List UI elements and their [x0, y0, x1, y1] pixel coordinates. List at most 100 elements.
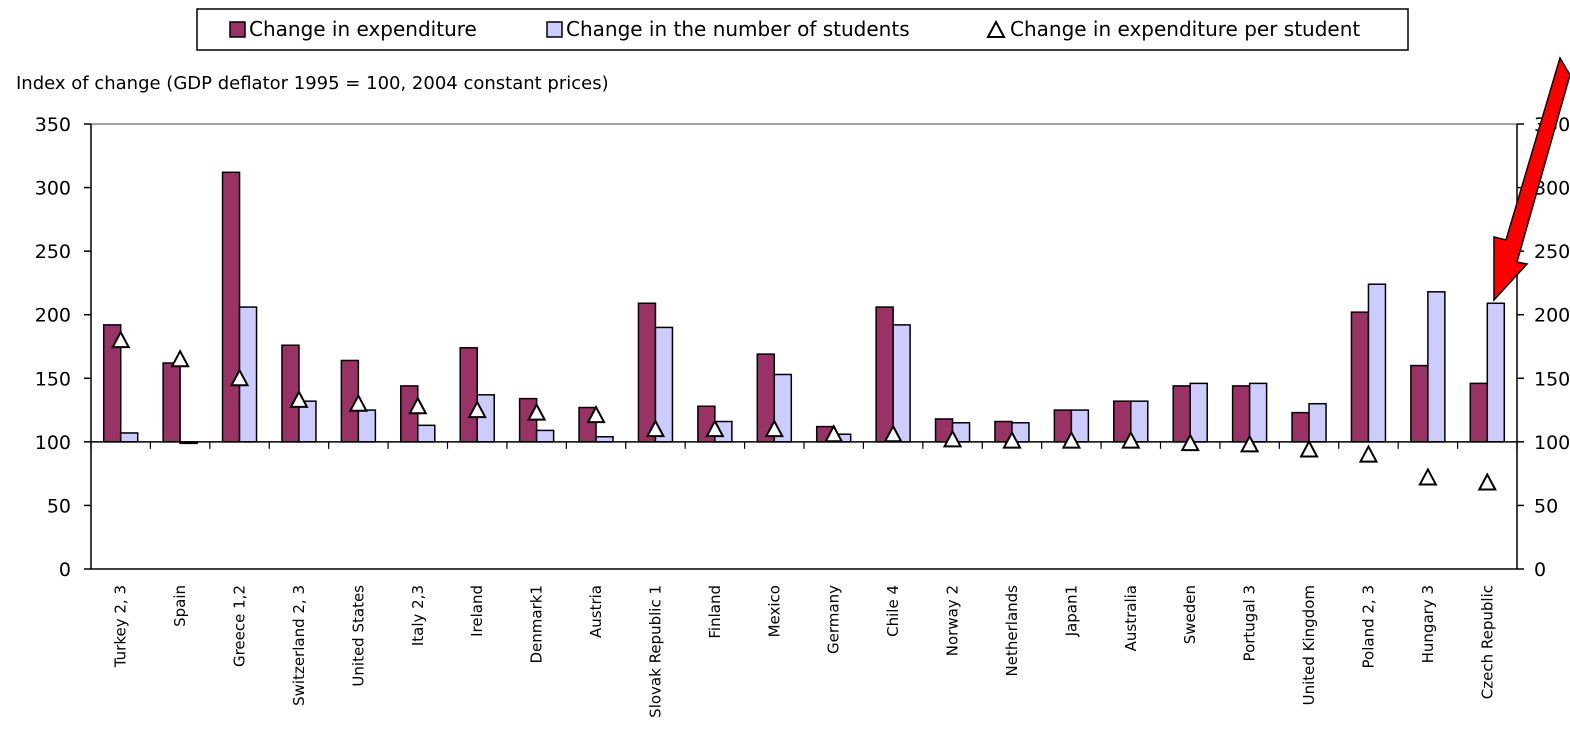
bar-students — [417, 424, 436, 443]
category-label: Chile 4 — [884, 585, 902, 637]
marker-per-student — [111, 330, 131, 349]
bar-students — [1189, 382, 1208, 443]
bar-students — [1367, 283, 1387, 443]
category-label: Ireland — [468, 585, 486, 637]
category-label: Slovak Republic 1 — [646, 585, 664, 718]
y-tick-label-right: 0 — [1534, 559, 1546, 581]
category-label: Czech Republic — [1478, 585, 1496, 699]
bar-expenditure — [1469, 382, 1489, 443]
bar-expenditure — [1231, 385, 1251, 443]
bar-expenditure — [637, 302, 657, 443]
markers — [111, 330, 1497, 491]
y-tick-label-left: 0 — [59, 559, 71, 581]
marker-per-student — [170, 349, 190, 368]
legend-swatch-students — [546, 21, 563, 38]
bar-students — [476, 394, 495, 443]
y-tick-label-right: 300 — [1534, 178, 1570, 200]
bar-expenditure — [1172, 385, 1191, 443]
category-label: Spain — [171, 585, 189, 627]
category-label: United Kingdom — [1300, 585, 1318, 705]
legend: Change in expenditure Change in the numb… — [196, 8, 1409, 51]
marker-per-student — [1239, 434, 1260, 453]
plot-frame — [90, 123, 1518, 570]
bar-expenditure — [221, 171, 241, 443]
legend-label-students: Change in the number of students — [566, 17, 910, 41]
category-label: United States — [349, 585, 367, 687]
y-tick-label-left: 50 — [47, 495, 71, 517]
bar-expenditure — [459, 347, 478, 443]
category-label: Germany — [825, 585, 843, 654]
category-label: Greece 1,2 — [231, 585, 249, 667]
legend-triangle-icon — [986, 19, 1006, 38]
marker-per-student — [942, 429, 963, 448]
marker-per-student — [348, 393, 369, 412]
red-arrow-icon — [1493, 56, 1570, 302]
y-tick-label-left: 350 — [35, 114, 71, 136]
category-label: Australia — [1122, 585, 1140, 651]
marker-per-student — [408, 396, 428, 415]
y-tick-label-left: 250 — [35, 241, 71, 263]
bar-expenditure — [1410, 364, 1429, 443]
marker-per-student — [1358, 444, 1379, 463]
y-tick-label-right: 50 — [1534, 495, 1558, 517]
category-label: Poland 2, 3 — [1359, 585, 1377, 668]
y-axis-ticks: 0050501001001501502002002502503003003503… — [35, 114, 1570, 581]
marker-per-student — [1299, 439, 1319, 458]
category-label: Italy 2,3 — [409, 585, 427, 646]
marker-per-student — [586, 405, 606, 424]
bar-students — [595, 436, 614, 443]
marker-per-student — [764, 419, 784, 438]
y-tick-label-left: 100 — [35, 432, 71, 454]
category-label: Japan1 — [1062, 585, 1080, 637]
marker-per-student — [883, 424, 903, 443]
category-label: Mexico — [765, 585, 783, 637]
marker-per-student — [526, 402, 547, 421]
y-tick-label-left: 300 — [35, 178, 71, 200]
marker-per-student — [705, 419, 725, 438]
legend-label-expenditure: Change in expenditure — [249, 17, 477, 41]
y-axis-title: Index of change (GDP deflator 1995 = 100… — [16, 73, 609, 94]
marker-per-student — [824, 424, 844, 443]
y-tick-label-right: 250 — [1534, 241, 1570, 263]
category-label: Austria — [587, 585, 605, 638]
marker-per-student — [467, 399, 487, 419]
y-tick-label-left: 150 — [35, 368, 71, 390]
category-label: Hungary 3 — [1419, 585, 1437, 663]
y-tick-label-right: 100 — [1534, 432, 1570, 454]
baseline — [90, 441, 1518, 449]
category-label: Sweden — [1181, 585, 1199, 644]
marker-per-student — [1477, 472, 1497, 491]
marker-per-student — [1002, 430, 1022, 449]
bar-expenditure — [162, 362, 181, 443]
category-label: Netherlands — [1003, 585, 1021, 677]
category-label: Finland — [706, 585, 724, 639]
bar-expenditure — [1291, 411, 1310, 443]
bar-expenditure — [875, 306, 894, 443]
marker-per-student — [229, 368, 250, 387]
y-tick-label-left: 200 — [35, 305, 71, 327]
bar-students — [892, 324, 911, 443]
bar-students — [1427, 291, 1446, 443]
bar-students — [357, 409, 377, 443]
legend-box — [196, 8, 1409, 51]
bar-students — [1308, 402, 1327, 443]
category-label: Switzerland 2, 3 — [290, 585, 308, 706]
category-label: Portugal 3 — [1241, 585, 1259, 661]
bar-students — [535, 429, 555, 443]
y-tick-label-right: 200 — [1534, 305, 1570, 327]
category-label: Denmark1 — [528, 585, 546, 664]
marker-per-student — [289, 389, 309, 408]
legend-swatch-expenditure — [229, 21, 246, 38]
bar-expenditure — [281, 344, 300, 443]
marker-per-student — [645, 419, 666, 438]
legend-label-per-student: Change in expenditure per student — [1010, 17, 1360, 41]
category-labels: Turkey 2, 3 Spain Greece 1,2 Switzerland 2,… — [112, 585, 1497, 718]
y-tick-label-right: 150 — [1534, 368, 1570, 390]
bar-students — [119, 432, 139, 443]
marker-per-student — [1121, 430, 1141, 449]
bar-expenditure — [1350, 311, 1370, 443]
bars — [102, 171, 1506, 445]
marker-per-student — [1418, 467, 1438, 486]
